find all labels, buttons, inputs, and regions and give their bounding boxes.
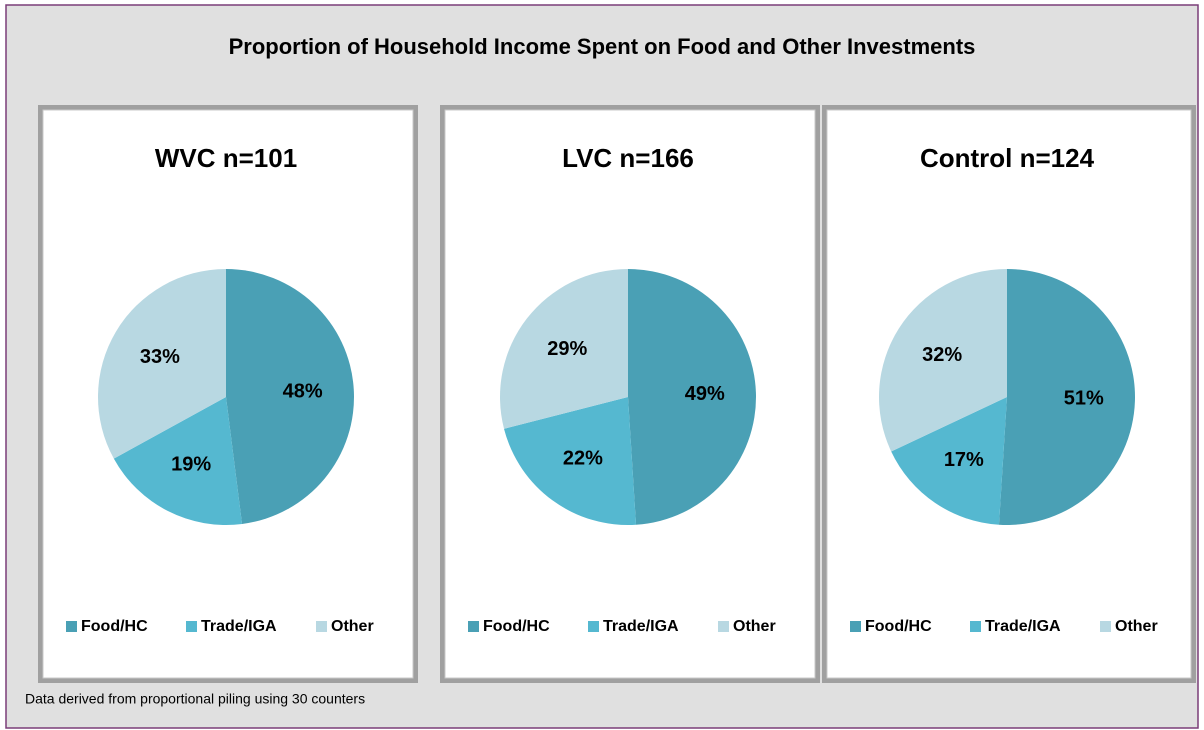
pie-slice	[504, 397, 637, 526]
data-label: 32%	[922, 344, 962, 366]
legend-label: Other	[1115, 618, 1158, 635]
data-label: 48%	[283, 380, 323, 402]
data-label: 33%	[140, 346, 180, 368]
legend-label: Food/HC	[483, 618, 550, 635]
pie-slice	[878, 269, 1007, 452]
legend-label: Other	[733, 618, 776, 635]
pie-slice	[500, 269, 628, 429]
pie-title: LVC n=166	[562, 143, 694, 173]
legend-swatch	[468, 621, 479, 632]
legend-label: Trade/IGA	[603, 618, 679, 635]
legend-label: Food/HC	[81, 618, 148, 635]
data-label: 29%	[547, 338, 587, 360]
pie-slice	[891, 397, 1007, 525]
legend-label: Other	[331, 618, 374, 635]
pie-slice	[113, 397, 243, 525]
legend-swatch	[186, 621, 197, 632]
data-label: 49%	[685, 383, 725, 405]
chart-title: Proportion of Household Income Spent on …	[229, 34, 976, 59]
data-label: 19%	[171, 454, 211, 476]
pie-title: Control n=124	[920, 143, 1095, 173]
pie-slice	[98, 269, 226, 459]
legend-swatch	[970, 621, 981, 632]
data-label: 22%	[563, 447, 603, 469]
data-label: 17%	[944, 449, 984, 471]
legend-label: Trade/IGA	[201, 618, 277, 635]
legend-swatch	[588, 621, 599, 632]
pie-slice	[226, 269, 354, 524]
footnote: Data derived from proportional piling us…	[25, 691, 365, 707]
legend-swatch	[1100, 621, 1111, 632]
data-label: 51%	[1064, 388, 1104, 410]
legend-swatch	[718, 621, 729, 632]
legend-swatch	[316, 621, 327, 632]
pie-slice	[998, 269, 1135, 525]
legend-label: Food/HC	[865, 618, 932, 635]
pie-title: WVC n=101	[155, 143, 297, 173]
legend-swatch	[66, 621, 77, 632]
pie-slice	[628, 269, 757, 525]
legend-swatch	[850, 621, 861, 632]
legend-label: Trade/IGA	[985, 618, 1061, 635]
